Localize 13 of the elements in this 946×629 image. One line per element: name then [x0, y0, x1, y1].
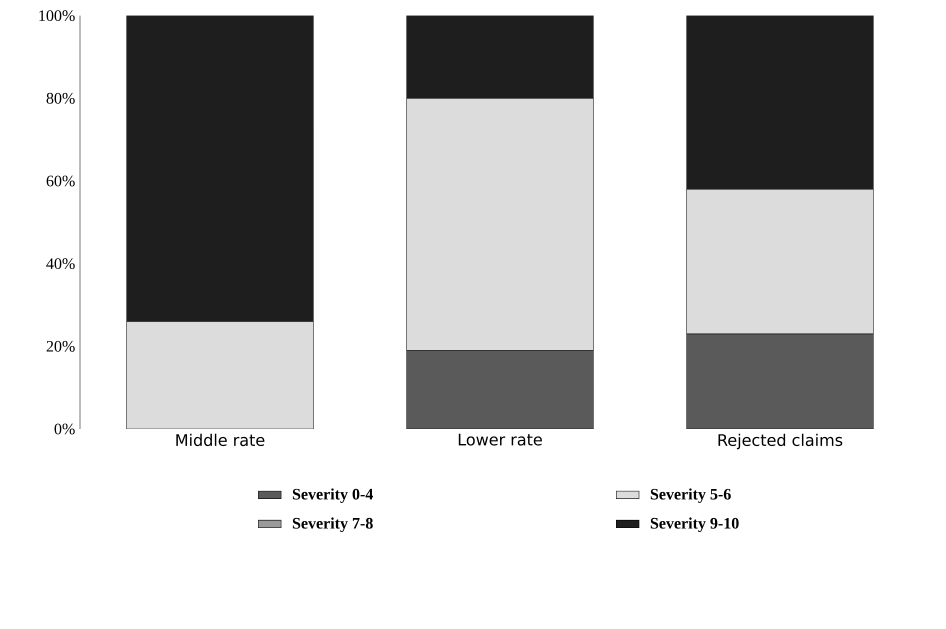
y-tick-label: 40% — [46, 258, 75, 270]
y-tick-label: 100% — [39, 10, 75, 22]
legend-label: Severity 9-10 — [650, 517, 739, 532]
legend-label: Severity 5-6 — [650, 488, 731, 503]
y-tick-label: 0% — [54, 424, 75, 434]
legend-label: Severity 0-4 — [292, 488, 374, 503]
y-tick-label: 60% — [46, 176, 75, 186]
legend-label: Severity 7-8 — [292, 517, 373, 532]
y-tick-label: 80% — [46, 92, 75, 104]
x-tick-label: Lower rate — [458, 434, 542, 446]
x-tick-label: Rejected claims — [718, 434, 842, 450]
x-tick-label: Middle rate — [176, 434, 264, 446]
y-tick-label: 20% — [46, 340, 75, 352]
